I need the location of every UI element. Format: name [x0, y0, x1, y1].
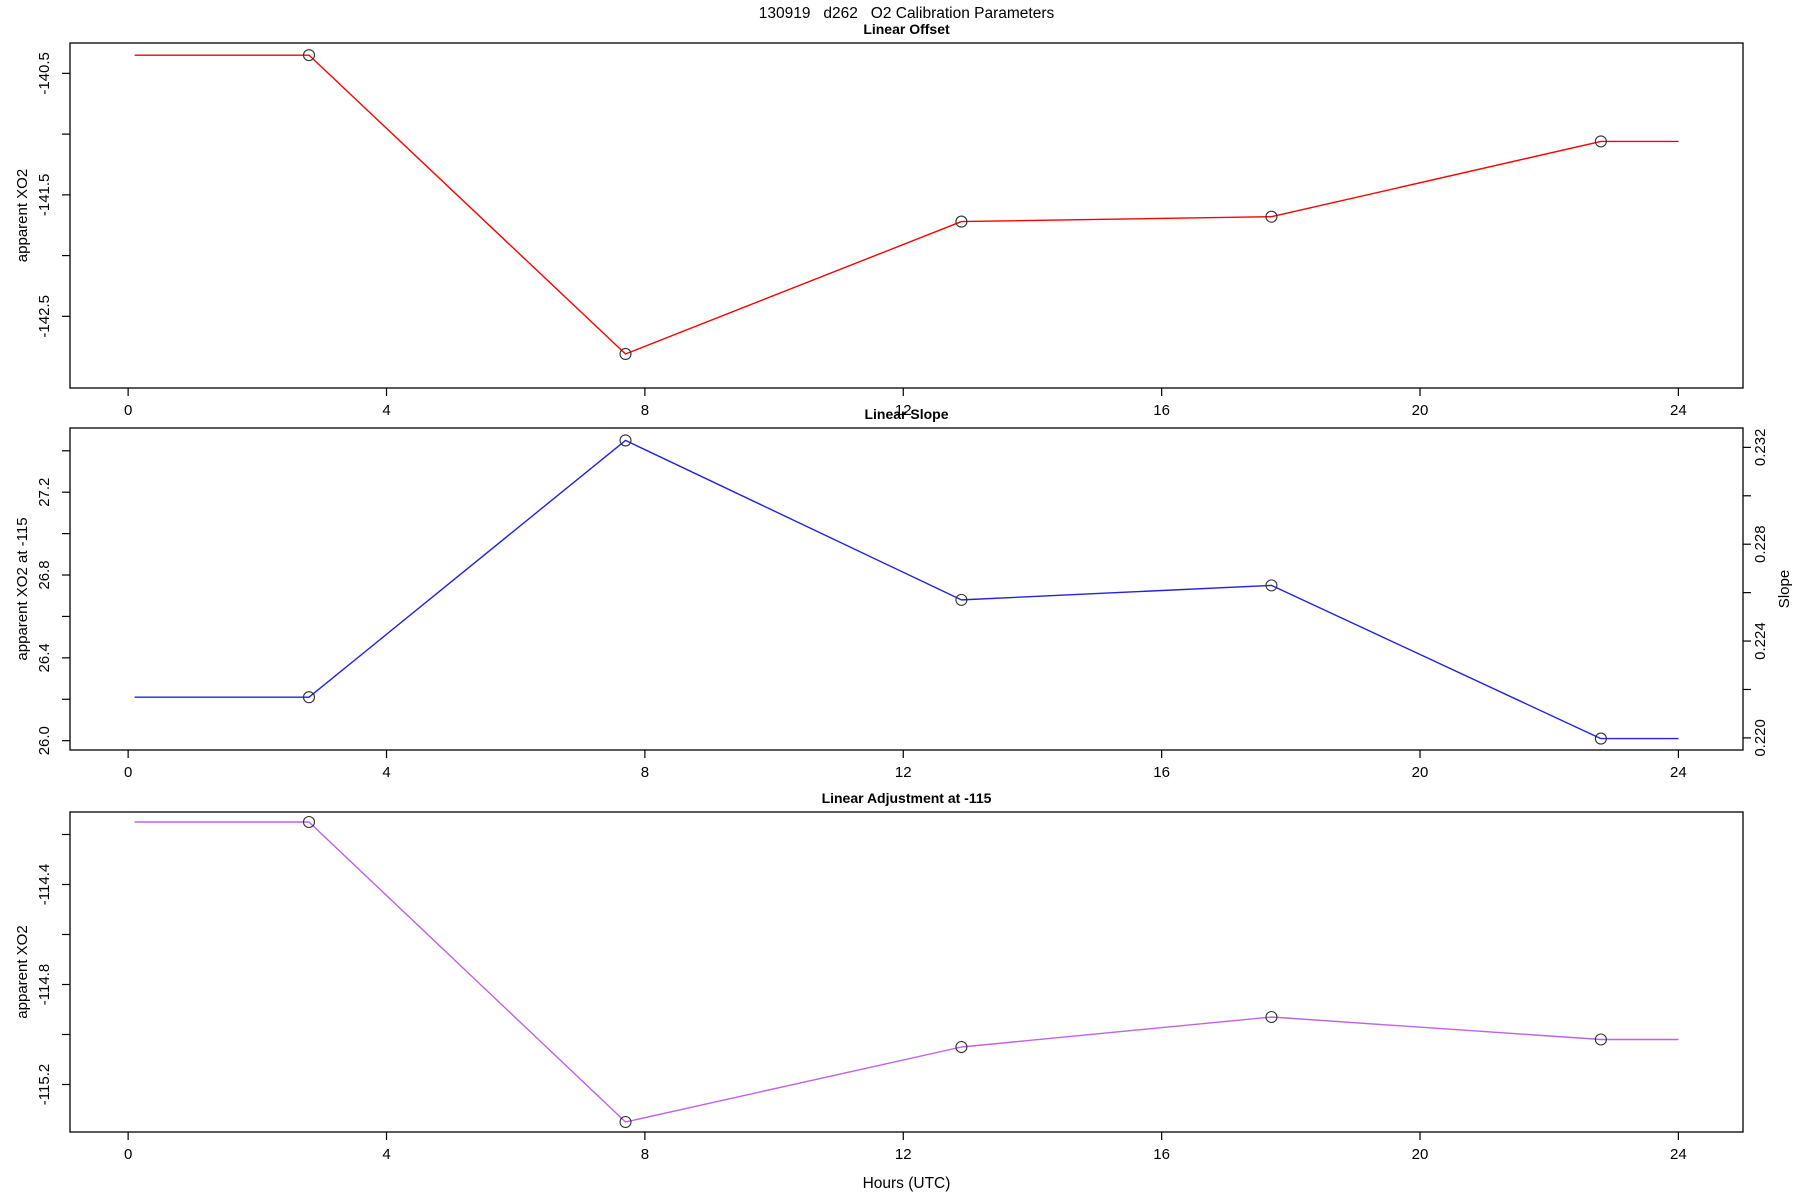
x-axis-tick-label: 0 [124, 402, 132, 419]
panel-1-line [134, 54, 1679, 355]
y-axis-tick-label: -141.5 [36, 174, 53, 217]
panel-1-point-4 [1265, 210, 1278, 223]
panel-1-border [69, 42, 1744, 389]
y-axis-tick-label: -114.8 [36, 964, 53, 1005]
x-axis-tick-label: 8 [641, 1146, 649, 1163]
y-axis-title-panel-1: apparent XO2 [14, 169, 31, 262]
x-axis-tick-label: 8 [641, 402, 649, 419]
panel-3-point-3 [955, 1040, 968, 1054]
panel-2-point-3 [955, 593, 968, 606]
y-axis-tick-label: 26.8 [36, 560, 53, 589]
panel-3-point-1 [302, 815, 316, 829]
y-axis-tick-label: -140.5 [36, 52, 53, 95]
x-axis-tick-label: 12 [895, 764, 912, 781]
x-axis-tick-label: 24 [1670, 402, 1687, 419]
x-axis-title: Hours (UTC) [863, 1175, 951, 1192]
x-axis-tick-label: 0 [124, 764, 132, 781]
y-axis-tick-label: -115.2 [36, 1064, 53, 1105]
slope-axis-tick-label: 0.220 [1752, 719, 1769, 757]
panel-2-point-5 [1594, 732, 1607, 745]
panel-3-line [134, 821, 1679, 1123]
x-axis-tick-label: 4 [382, 1146, 390, 1163]
panel-3-point-2 [619, 1115, 632, 1129]
panel-1-point-2 [619, 347, 632, 361]
x-axis-tick-label: 12 [895, 402, 912, 419]
x-axis-tick-label: 16 [1153, 764, 1170, 781]
panel-2-point-4 [1265, 579, 1278, 592]
y-axis-title-panel-3: apparent XO2 [14, 925, 31, 1018]
panel-2-line [134, 439, 1679, 740]
x-axis-tick-label: 0 [124, 1146, 132, 1163]
x-axis-tick-label: 16 [1153, 402, 1170, 419]
x-axis-tick-label: 12 [895, 1146, 912, 1163]
x-axis-tick-label: 20 [1412, 764, 1429, 781]
x-axis-tick-label: 24 [1670, 1146, 1687, 1163]
panel-1-title: Linear Offset [863, 21, 950, 37]
panel-3-border [69, 811, 1744, 1133]
x-axis-tick-label: 8 [641, 764, 649, 781]
panel-3-point-5 [1594, 1033, 1607, 1046]
panel-2-point-2 [619, 434, 632, 447]
panel-2-border [69, 427, 1744, 751]
y-axis-title-panel-2: apparent XO2 at -115 [14, 517, 31, 660]
slope-axis-tick-label: 0.232 [1752, 429, 1769, 467]
y-axis-tick-label: 26.0 [36, 726, 53, 755]
panel-1-point-1 [302, 49, 316, 62]
x-axis-tick-label: 20 [1412, 1146, 1429, 1163]
slope-axis-tick-label: 0.228 [1752, 525, 1769, 563]
x-axis-tick-label: 4 [382, 764, 390, 781]
panel-1-point-5 [1594, 135, 1607, 148]
x-axis-tick-label: 24 [1670, 764, 1687, 781]
panel-2-title: Linear Slope [864, 406, 948, 422]
x-axis-tick-label: 16 [1153, 1146, 1170, 1163]
x-axis-tick-label: 20 [1412, 402, 1429, 419]
panel-3-point-4 [1265, 1010, 1278, 1024]
chart-title: 130919 d262 O2 Calibration Parameters [759, 5, 1055, 22]
panel-3-title: Linear Adjustment at -115 [822, 790, 992, 806]
panel-1-point-3 [955, 215, 968, 228]
y-axis-tick-label: 26.4 [36, 643, 53, 672]
slope-axis-title: Slope [1776, 570, 1793, 608]
panel-2-point-1 [302, 691, 316, 704]
y-axis-tick-label: 27.2 [36, 478, 53, 507]
y-axis-tick-label: -114.4 [36, 864, 53, 905]
x-axis-tick-label: 4 [382, 402, 390, 419]
y-axis-tick-label: -142.5 [36, 295, 53, 338]
slope-axis-tick-label: 0.224 [1752, 622, 1769, 660]
